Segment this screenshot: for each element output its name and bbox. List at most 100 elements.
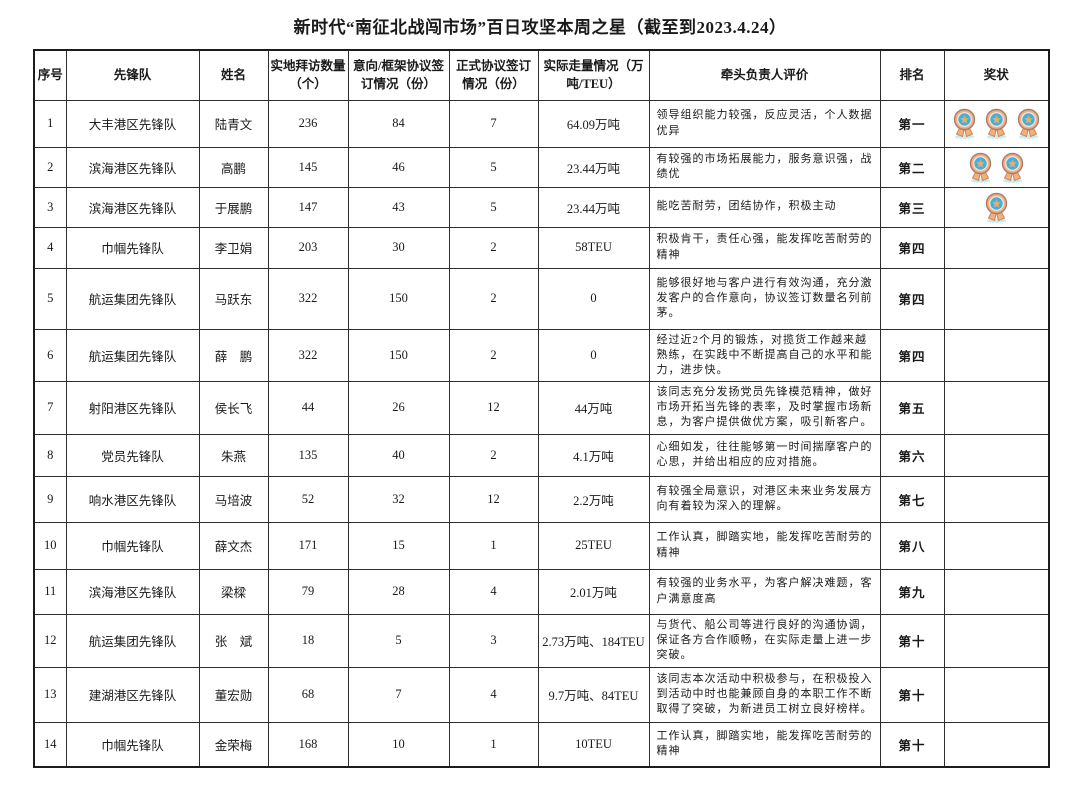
cell-volume: 4.1万吨: [537, 433, 650, 477]
cell-intent: 40: [347, 433, 450, 477]
col-header-evaluation: 牵头负责人评价: [648, 49, 881, 101]
cell-visits: 203: [267, 226, 349, 269]
cell-no: 6: [33, 328, 67, 383]
cell-team: 巾帼先锋队: [65, 721, 200, 768]
cell-name: 侯长飞: [198, 381, 269, 435]
cell-award-medals: [943, 381, 1050, 435]
cell-team: 航运集团先锋队: [65, 267, 200, 330]
cell-no: 5: [33, 267, 67, 330]
cell-no: 1: [33, 99, 67, 148]
cell-rank: 第二: [879, 146, 945, 188]
cell-intent: 30: [347, 226, 450, 269]
cell-formal: 5: [448, 146, 539, 188]
award-medal-icon: [969, 152, 991, 183]
cell-visits: 52: [267, 475, 349, 523]
cell-evaluation: 工作认真，脚踏实地，能发挥吃苦耐劳的精神: [648, 721, 881, 768]
table-row: 14 巾帼先锋队 金荣梅 168 10 1 10TEU 工作认真，脚踏实地，能发挥吃苦耐劳的精…: [33, 721, 1050, 768]
cell-rank: 第七: [879, 475, 945, 523]
cell-award-medals: [943, 475, 1050, 523]
cell-visits: 322: [267, 267, 349, 330]
cell-rank: 第五: [879, 381, 945, 435]
cell-formal: 1: [448, 521, 539, 570]
cell-evaluation: 心细如发，往往能够第一时间揣摩客户的心思，并给出相应的应对措施。: [648, 433, 881, 477]
medal-group: [948, 192, 1046, 223]
col-header-rank: 排名: [879, 49, 945, 101]
cell-evaluation: 积极肯干，责任心强，能发挥吃苦耐劳的精神: [648, 226, 881, 269]
award-medal-icon: [985, 108, 1007, 139]
cell-evaluation: 有较强的业务水平，为客户解决难题，客户满意度高: [648, 568, 881, 615]
cell-intent: 43: [347, 186, 450, 228]
award-medal-icon: [985, 192, 1007, 223]
table-row: 6 航运集团先锋队薛 鹏 322 150 2 0 经过近2个月的锻炼，对揽货工作越来越熟练，…: [33, 328, 1050, 383]
medal-group: [948, 108, 1046, 139]
cell-award-medals: [943, 568, 1050, 615]
cell-intent: 28: [347, 568, 450, 615]
cell-intent: 26: [347, 381, 450, 435]
cell-evaluation: 经过近2个月的锻炼，对揽货工作越来越熟练，在实践中不断提高自己的水平和能力，进步…: [648, 328, 881, 383]
table-row: 13 建湖港区先锋队 董宏勋 68 7 4 9.7万吨、84TEU 该同志本次活动中积极参与，…: [33, 666, 1050, 723]
cell-rank: 第八: [879, 521, 945, 570]
cell-name: 薛 鹏: [198, 328, 269, 383]
cell-name: 陆青文: [198, 99, 269, 148]
cell-intent: 10: [347, 721, 450, 768]
cell-team: 滨海港区先锋队: [65, 146, 200, 188]
cell-rank: 第四: [879, 226, 945, 269]
cell-award-medals: [943, 226, 1050, 269]
cell-evaluation: 工作认真，脚踏实地，能发挥吃苦耐劳的精神: [648, 521, 881, 570]
cell-intent: 84: [347, 99, 450, 148]
header-row: 序号 先锋队 姓名 实地拜访数量（个） 意向/框架协议签订情况（份） 正式协议签…: [33, 49, 1050, 101]
cell-formal: 3: [448, 613, 539, 668]
cell-visits: 145: [267, 146, 349, 188]
cell-intent: 7: [347, 666, 450, 723]
cell-visits: 168: [267, 721, 349, 768]
cell-team: 航运集团先锋队: [65, 328, 200, 383]
cell-name: 金荣梅: [198, 721, 269, 768]
cell-no: 9: [33, 475, 67, 523]
cell-volume: 2.73万吨、184TEU: [537, 613, 650, 668]
table-row: 7 射阳港区先锋队 侯长飞 44 26 12 44万吨 该同志充分发扬党员先锋模范精神，做好市…: [33, 381, 1050, 435]
cell-volume: 0: [537, 267, 650, 330]
cell-volume: 2.01万吨: [537, 568, 650, 615]
cell-team: 航运集团先锋队: [65, 613, 200, 668]
cell-volume: 23.44万吨: [537, 186, 650, 228]
cell-rank: 第六: [879, 433, 945, 477]
cell-visits: 79: [267, 568, 349, 615]
cell-team: 巾帼先锋队: [65, 226, 200, 269]
cell-rank: 第九: [879, 568, 945, 615]
cell-volume: 64.09万吨: [537, 99, 650, 148]
cell-intent: 150: [347, 267, 450, 330]
table-row: 1 大丰港区先锋队 陆青文 236 84 7 64.09万吨 领导组织能力较强，反应灵活，个人…: [33, 99, 1050, 148]
cell-award-medals: [943, 267, 1050, 330]
cell-evaluation: 有较强全局意识，对港区未来业务发展方向有着较为深入的理解。: [648, 475, 881, 523]
cell-no: 13: [33, 666, 67, 723]
table-row: 3 滨海港区先锋队 于展鹏 147 43 5 23.44万吨 能吃苦耐劳，团结协作，积极主动第…: [33, 186, 1050, 228]
col-header-name: 姓名: [198, 49, 269, 101]
cell-formal: 2: [448, 328, 539, 383]
cell-name: 李卫娟: [198, 226, 269, 269]
cell-rank: 第十: [879, 666, 945, 723]
cell-rank: 第四: [879, 267, 945, 330]
cell-award-medals: [943, 666, 1050, 723]
cell-formal: 2: [448, 267, 539, 330]
cell-volume: 0: [537, 328, 650, 383]
cell-rank: 第十: [879, 721, 945, 768]
cell-rank: 第三: [879, 186, 945, 228]
cell-volume: 58TEU: [537, 226, 650, 269]
cell-formal: 2: [448, 433, 539, 477]
cell-volume: 23.44万吨: [537, 146, 650, 188]
table-row: 8 党员先锋队 朱燕 135 40 2 4.1万吨 心细如发，往往能够第一时间揣摩客户的心思，…: [33, 433, 1050, 477]
table-row: 9 响水港区先锋队 马培波 52 32 12 2.2万吨 有较强全局意识，对港区未来业务发展方…: [33, 475, 1050, 523]
cell-visits: 236: [267, 99, 349, 148]
cell-award-medals: [943, 99, 1050, 148]
cell-name: 梁樑: [198, 568, 269, 615]
cell-team: 巾帼先锋队: [65, 521, 200, 570]
cell-name: 朱燕: [198, 433, 269, 477]
cell-volume: 44万吨: [537, 381, 650, 435]
cell-team: 建湖港区先锋队: [65, 666, 200, 723]
cell-formal: 4: [448, 568, 539, 615]
table-row: 11 滨海港区先锋队 梁樑 79 28 4 2.01万吨 有较强的业务水平，为客户解决难题，客…: [33, 568, 1050, 615]
cell-award-medals: [943, 433, 1050, 477]
page-title: 新时代“南征北战闯市场”百日攻坚本周之星（截至到2023.4.24）: [293, 18, 787, 37]
cell-team: 射阳港区先锋队: [65, 381, 200, 435]
